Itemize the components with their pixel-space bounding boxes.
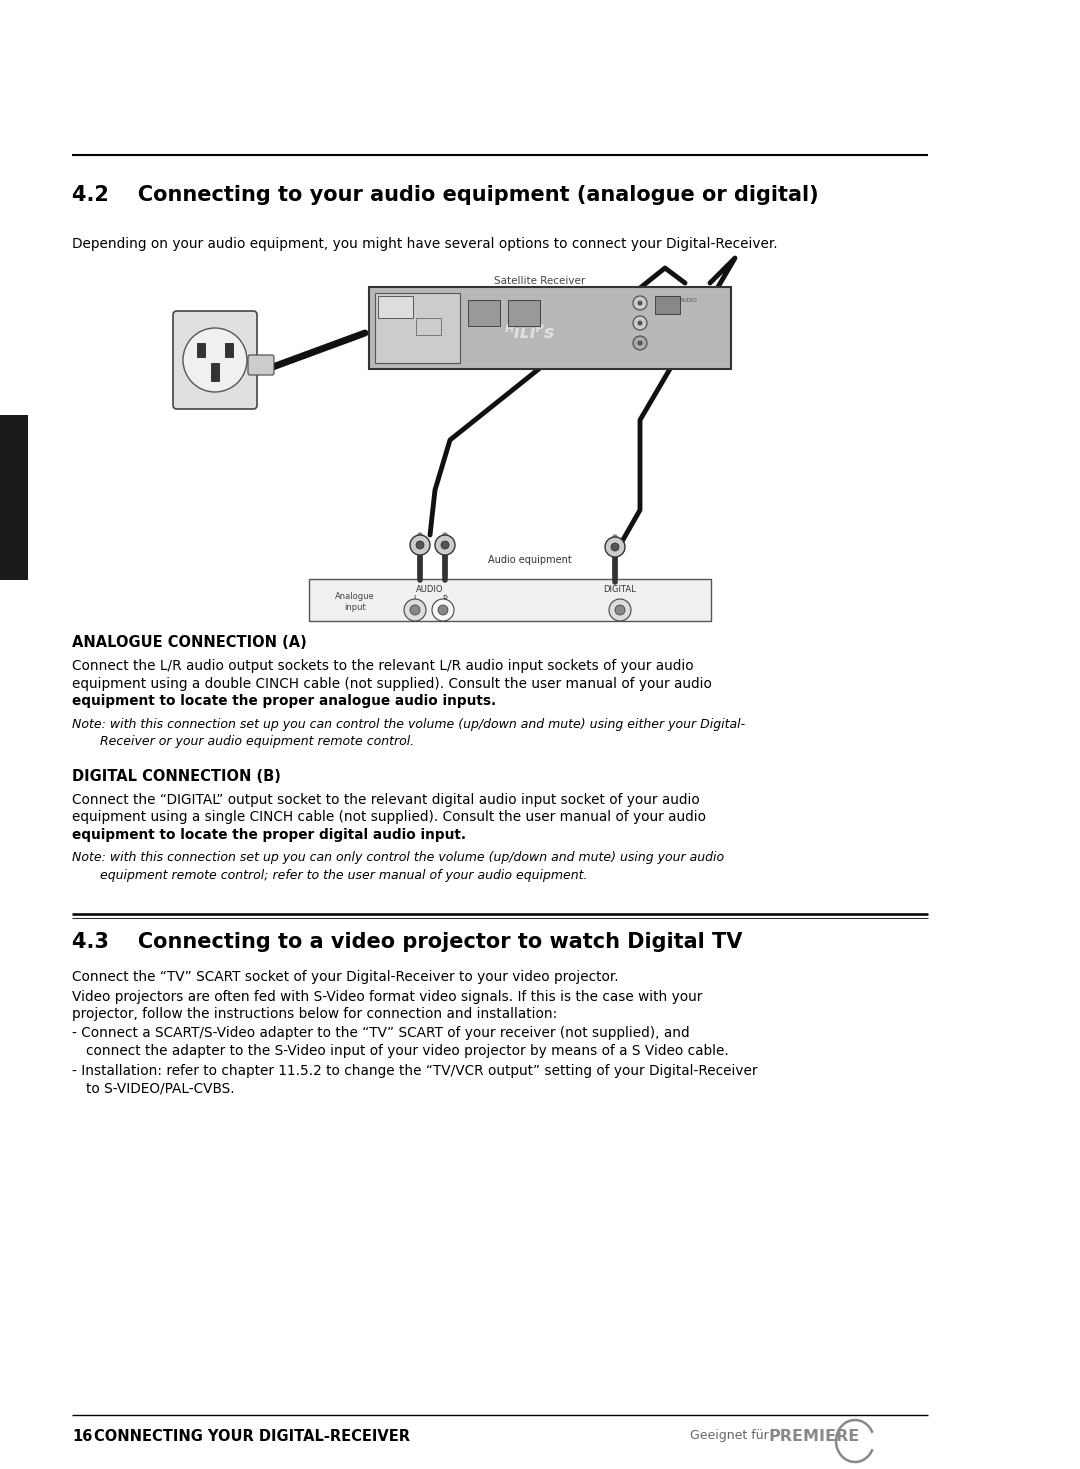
Circle shape xyxy=(410,535,430,555)
Text: R: R xyxy=(443,595,448,604)
Text: ANALOGUE CONNECTION (A): ANALOGUE CONNECTION (A) xyxy=(72,635,307,649)
Text: Connect the L/R audio output sockets to the relevant L/R audio input sockets of : Connect the L/R audio output sockets to … xyxy=(72,660,693,673)
Text: B: B xyxy=(613,580,626,598)
Text: Audio equipment: Audio equipment xyxy=(488,555,572,566)
Circle shape xyxy=(637,301,643,306)
Text: +: + xyxy=(440,607,446,613)
Text: CONNECTING YOUR DIGITAL-RECEIVER: CONNECTING YOUR DIGITAL-RECEIVER xyxy=(94,1429,410,1444)
Text: DIGITAL CONNECTION (B): DIGITAL CONNECTION (B) xyxy=(72,768,281,783)
FancyBboxPatch shape xyxy=(369,286,731,369)
Circle shape xyxy=(605,538,625,557)
FancyBboxPatch shape xyxy=(375,292,460,363)
Circle shape xyxy=(441,541,449,549)
Text: Connect the “DIGITAL” output socket to the relevant digital audio input socket o: Connect the “DIGITAL” output socket to t… xyxy=(72,792,700,806)
FancyBboxPatch shape xyxy=(309,579,711,621)
Circle shape xyxy=(432,599,454,621)
Text: +: + xyxy=(413,607,418,613)
Text: equipment to locate the proper analogue audio inputs.: equipment to locate the proper analogue … xyxy=(72,693,496,708)
Text: Satellite Receiver: Satellite Receiver xyxy=(495,276,585,286)
Text: AUDIO: AUDIO xyxy=(416,585,444,593)
Text: DVB: DVB xyxy=(387,303,405,311)
Text: equipment using a single CINCH cable (not supplied). Consult the user manual of : equipment using a single CINCH cable (no… xyxy=(72,809,706,824)
FancyBboxPatch shape xyxy=(0,416,28,580)
FancyBboxPatch shape xyxy=(508,300,540,326)
Circle shape xyxy=(416,541,424,549)
Text: to S-VIDEO/PAL-CVBS.: to S-VIDEO/PAL-CVBS. xyxy=(86,1081,234,1094)
Circle shape xyxy=(637,341,643,345)
Text: ᴴiʟiᴾs: ᴴiʟiᴾs xyxy=(504,325,555,342)
Circle shape xyxy=(435,535,455,555)
Text: Connect the “TV” SCART socket of your Digital-Receiver to your video projector.: Connect the “TV” SCART socket of your Di… xyxy=(72,970,619,984)
Text: Receiver or your audio equipment remote control.: Receiver or your audio equipment remote … xyxy=(100,734,415,748)
Text: Geeignet für: Geeignet für xyxy=(690,1429,769,1443)
Text: Note: with this connection set up you can only control the volume (up/down and m: Note: with this connection set up you ca… xyxy=(72,851,724,864)
FancyBboxPatch shape xyxy=(173,311,257,408)
Text: Video projectors are often fed with S-Video format video signals. If this is the: Video projectors are often fed with S-Vi… xyxy=(72,990,702,1003)
Circle shape xyxy=(410,605,420,616)
Text: AUDIO: AUDIO xyxy=(680,298,698,303)
Circle shape xyxy=(438,605,448,616)
FancyBboxPatch shape xyxy=(197,342,205,357)
Text: projector, follow the instructions below for connection and installation:: projector, follow the instructions below… xyxy=(72,1008,557,1021)
FancyBboxPatch shape xyxy=(654,295,680,314)
Circle shape xyxy=(609,599,631,621)
Text: equipment remote control; refer to the user manual of your audio equipment.: equipment remote control; refer to the u… xyxy=(100,868,588,881)
Text: PREMIERE: PREMIERE xyxy=(768,1429,860,1444)
Text: - Connect a SCART/S-Video adapter to the “TV” SCART of your receiver (not suppli: - Connect a SCART/S-Video adapter to the… xyxy=(72,1027,690,1040)
Text: equipment using a double CINCH cable (not supplied). Consult the user manual of : equipment using a double CINCH cable (no… xyxy=(72,677,712,690)
Text: 4.2    Connecting to your audio equipment (analogue or digital): 4.2 Connecting to your audio equipment (… xyxy=(72,185,819,206)
Circle shape xyxy=(633,295,647,310)
Circle shape xyxy=(404,599,426,621)
Circle shape xyxy=(183,328,247,392)
Text: 4.3    Connecting to a video projector to watch Digital TV: 4.3 Connecting to a video projector to w… xyxy=(72,931,742,952)
Circle shape xyxy=(615,605,625,616)
Text: Depending on your audio equipment, you might have several options to connect you: Depending on your audio equipment, you m… xyxy=(72,237,778,251)
Text: equipment to locate the proper digital audio input.: equipment to locate the proper digital a… xyxy=(72,827,465,842)
FancyBboxPatch shape xyxy=(416,317,441,335)
Circle shape xyxy=(633,316,647,331)
Text: CE: CE xyxy=(420,303,430,308)
Text: A: A xyxy=(426,580,438,598)
Text: DIGITAL: DIGITAL xyxy=(604,585,636,593)
Text: connect the adapter to the S-Video input of your video projector by means of a S: connect the adapter to the S-Video input… xyxy=(86,1044,729,1058)
Text: L: L xyxy=(413,595,417,604)
FancyBboxPatch shape xyxy=(225,342,233,357)
FancyBboxPatch shape xyxy=(248,355,274,375)
Text: - Installation: refer to chapter 11.5.2 to change the “TV/VCR output” setting of: - Installation: refer to chapter 11.5.2 … xyxy=(72,1064,757,1077)
Circle shape xyxy=(611,544,619,551)
FancyBboxPatch shape xyxy=(468,300,500,326)
Text: Analogue
input: Analogue input xyxy=(335,592,375,613)
Text: 16: 16 xyxy=(72,1429,93,1444)
Text: English: English xyxy=(8,473,21,521)
Text: Note: with this connection set up you can control the volume (up/down and mute) : Note: with this connection set up you ca… xyxy=(72,717,745,730)
Circle shape xyxy=(633,336,647,350)
FancyBboxPatch shape xyxy=(211,363,219,380)
FancyBboxPatch shape xyxy=(378,295,413,317)
Circle shape xyxy=(637,320,643,326)
